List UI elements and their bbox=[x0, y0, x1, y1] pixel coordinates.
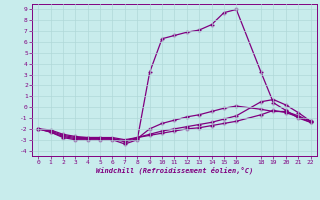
X-axis label: Windchill (Refroidissement éolien,°C): Windchill (Refroidissement éolien,°C) bbox=[96, 167, 253, 174]
